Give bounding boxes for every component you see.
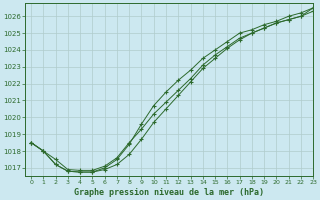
X-axis label: Graphe pression niveau de la mer (hPa): Graphe pression niveau de la mer (hPa) xyxy=(74,188,264,197)
